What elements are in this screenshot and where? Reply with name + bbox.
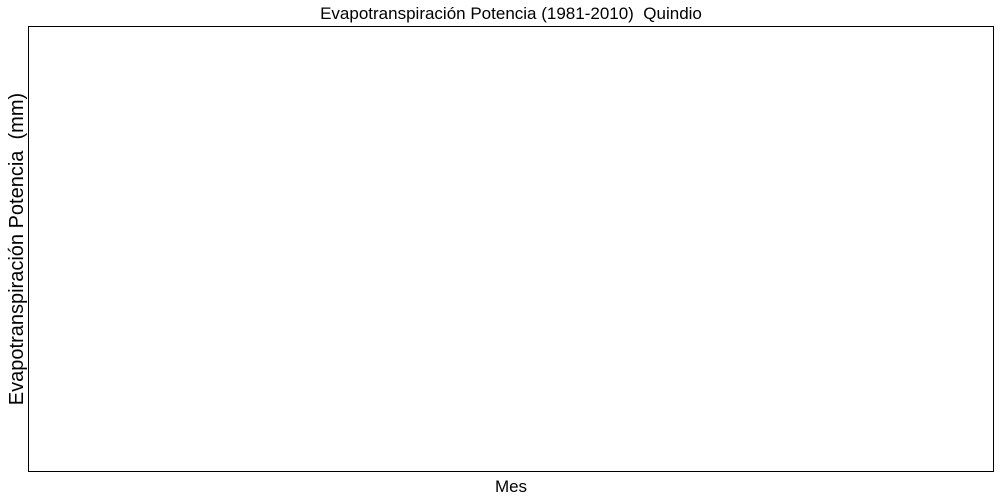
chart-title: Evapotranspiración Potencia (1981-2010) … [320, 4, 702, 23]
x-axis-label: Mes [494, 477, 528, 496]
plot-area [28, 26, 994, 472]
plot-canvas [29, 27, 993, 471]
y-axis-label: Evapotranspiración Potencia (mm) [6, 92, 28, 406]
